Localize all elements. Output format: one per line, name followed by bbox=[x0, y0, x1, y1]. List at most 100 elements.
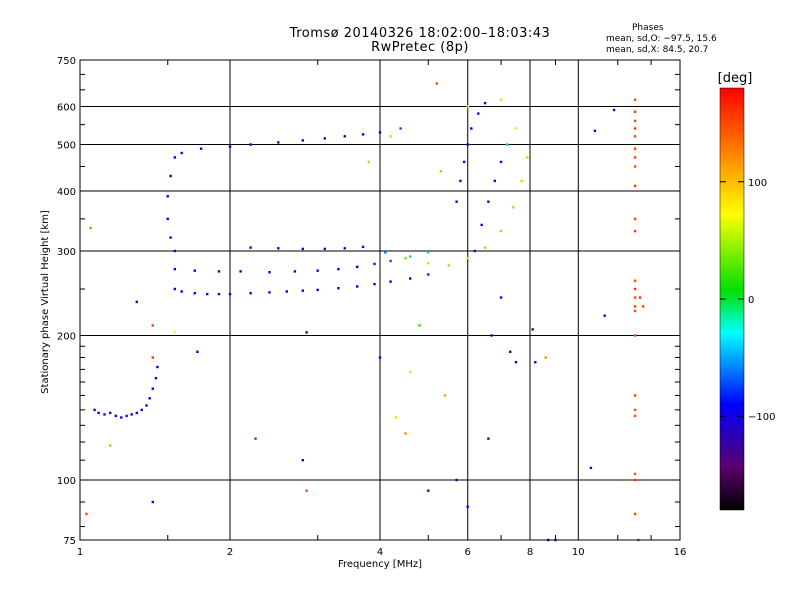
data-point bbox=[389, 280, 392, 283]
data-point bbox=[427, 273, 430, 276]
x-axis: 1 2 4 6 8 10 16 bbox=[77, 60, 686, 558]
data-point bbox=[520, 179, 523, 183]
data-point bbox=[427, 251, 430, 254]
data-point bbox=[151, 356, 154, 359]
data-point bbox=[373, 262, 376, 266]
data-point bbox=[633, 296, 637, 299]
y-tick-label: 75 bbox=[63, 536, 76, 547]
data-point bbox=[603, 314, 606, 317]
data-point bbox=[323, 247, 326, 251]
data-point bbox=[534, 361, 537, 364]
data-point bbox=[305, 331, 308, 334]
data-point bbox=[196, 350, 199, 353]
data-point bbox=[277, 141, 280, 144]
data-point bbox=[85, 512, 88, 516]
data-point bbox=[633, 478, 637, 482]
data-point bbox=[217, 292, 221, 296]
data-point bbox=[633, 217, 637, 221]
stats-title: Phases bbox=[632, 23, 664, 33]
data-point bbox=[93, 408, 96, 412]
data-point bbox=[526, 156, 529, 159]
data-point bbox=[493, 179, 496, 183]
data-point bbox=[499, 98, 503, 101]
data-point bbox=[633, 127, 637, 130]
data-point bbox=[228, 145, 232, 148]
data-point bbox=[443, 394, 447, 397]
y-axis: 75 100 200 300 400 500 600 750 bbox=[57, 56, 680, 547]
data-point bbox=[633, 184, 637, 188]
data-point bbox=[514, 127, 518, 130]
data-point bbox=[514, 361, 518, 364]
data-point bbox=[544, 356, 547, 359]
data-point bbox=[151, 500, 154, 504]
data-point bbox=[394, 416, 397, 419]
data-point bbox=[499, 296, 503, 299]
data-point bbox=[154, 377, 158, 380]
data-point bbox=[506, 143, 509, 146]
x-tick-label: 8 bbox=[527, 547, 533, 558]
data-point bbox=[89, 226, 92, 230]
data-point bbox=[217, 270, 221, 273]
data-point bbox=[404, 432, 407, 435]
data-point bbox=[483, 246, 487, 249]
data-point bbox=[455, 478, 458, 482]
stats-o-mode: mean, sd,O: −97.5, 15.6 bbox=[606, 34, 717, 44]
data-point bbox=[483, 101, 487, 105]
data-point bbox=[633, 309, 637, 313]
data-point bbox=[633, 229, 637, 233]
data-point bbox=[389, 259, 392, 263]
data-point bbox=[301, 289, 304, 292]
data-point bbox=[470, 127, 473, 130]
data-point bbox=[148, 397, 151, 400]
data-point bbox=[343, 247, 346, 250]
data-point bbox=[337, 267, 340, 271]
data-point bbox=[156, 365, 159, 369]
data-point bbox=[466, 256, 469, 260]
data-point bbox=[511, 206, 515, 209]
data-point bbox=[145, 404, 148, 407]
data-point bbox=[301, 459, 304, 462]
data-point bbox=[173, 331, 176, 334]
data-point bbox=[418, 324, 421, 327]
data-point bbox=[114, 414, 117, 418]
data-point bbox=[633, 147, 637, 150]
colorbar-ticks: 100 0 −100 bbox=[720, 178, 775, 423]
data-point bbox=[173, 249, 176, 253]
data-point bbox=[206, 292, 209, 296]
data-point bbox=[103, 413, 106, 416]
data-point bbox=[427, 262, 430, 265]
data-point bbox=[404, 256, 407, 260]
data-point bbox=[249, 143, 252, 146]
data-point bbox=[173, 287, 176, 291]
data-point bbox=[254, 437, 257, 440]
data-point bbox=[409, 277, 412, 280]
colorbar-tick-label: −100 bbox=[748, 412, 775, 423]
x-tick-label: 10 bbox=[572, 547, 585, 558]
y-tick-label: 600 bbox=[57, 103, 76, 114]
data-point bbox=[466, 105, 469, 108]
data-point bbox=[249, 246, 252, 249]
data-point bbox=[193, 292, 196, 295]
data-point bbox=[633, 156, 637, 159]
data-point bbox=[228, 292, 232, 296]
data-point bbox=[109, 411, 112, 415]
data-point bbox=[130, 413, 133, 416]
data-point bbox=[367, 160, 371, 164]
data-point bbox=[633, 279, 637, 282]
data-point bbox=[337, 287, 340, 290]
data-point bbox=[361, 133, 365, 136]
y-tick-label: 500 bbox=[57, 141, 76, 152]
data-point bbox=[531, 328, 534, 331]
data-point bbox=[447, 264, 451, 267]
data-point bbox=[612, 108, 616, 112]
data-point bbox=[151, 324, 154, 327]
data-point bbox=[343, 135, 346, 138]
data-point bbox=[293, 270, 297, 273]
data-point bbox=[140, 408, 143, 412]
data-point bbox=[361, 245, 365, 249]
data-point bbox=[268, 291, 271, 294]
data-point bbox=[439, 170, 443, 173]
data-point bbox=[193, 269, 196, 272]
data-point bbox=[487, 437, 490, 440]
